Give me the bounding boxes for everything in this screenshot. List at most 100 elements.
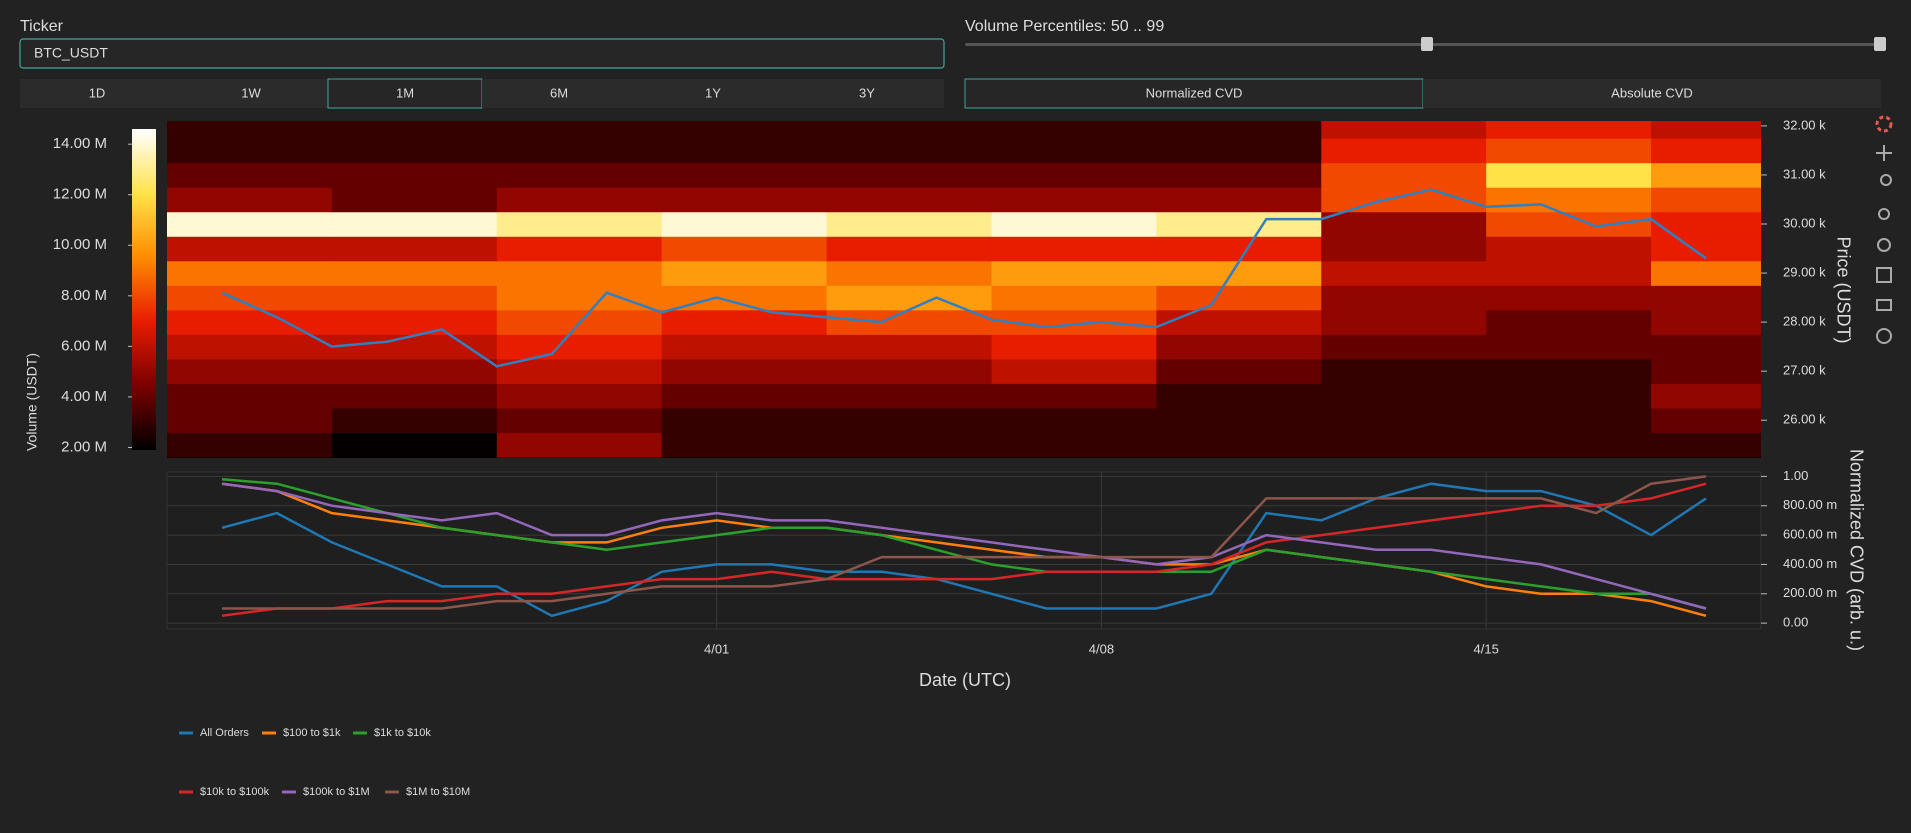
heatmap-cell [1156,407,1322,433]
heatmap-cell [496,285,663,311]
y-tick-label: 29.00 k [1783,265,1826,280]
heatmap-cell [826,432,992,458]
colorbar-tick-label: 2.00 M [61,438,107,455]
heatmap-cell [1651,309,1761,335]
heatmap-cell [661,358,828,384]
heatmap-cell [1321,121,1487,139]
range-button[interactable] [482,79,636,108]
reset-icon[interactable] [1877,238,1891,252]
heatmap-cell [496,187,663,213]
heatmap-cell [1651,187,1761,213]
heatmap-cell [826,260,992,286]
heatmap-cell [826,121,992,139]
zoom-icon[interactable] [1880,174,1892,186]
legend-label: $100 to $1k [283,727,341,739]
heatmap-cell [1321,138,1487,164]
heatmap-cell [496,260,663,286]
heatmap-cell [1156,236,1322,262]
logo-icon[interactable] [1875,115,1893,133]
heatmap-cell [331,285,498,311]
range-button-label: 1D [89,85,106,100]
heatmap-cell [1651,334,1761,360]
colorbar-tick-label: 8.00 M [61,287,107,304]
hover-icon[interactable] [1876,299,1892,311]
range-button[interactable] [20,79,174,108]
colorbar-tick-label: 12.00 M [53,186,107,203]
heatmap-cell [661,407,828,433]
heatmap-cell [991,121,1157,139]
y-axis-title: Normalized CVD (arb. u.) [1846,449,1866,651]
lasso-icon[interactable] [1878,208,1890,220]
heatmap-cell [1486,334,1652,360]
price-line [221,188,1707,368]
heatmap-cell [167,162,333,188]
heatmap-cell [167,138,333,164]
heatmap-cell [1486,309,1652,335]
heatmap-cell [1486,285,1652,311]
legend-label: $100k to $1M [303,786,370,798]
ticker-input[interactable] [19,38,945,69]
heatmap-cell [167,407,333,433]
range-button-label: 1Y [705,85,721,100]
save-icon[interactable] [1876,267,1892,283]
heatmap-cell [661,211,828,237]
heatmap-cell [1321,334,1487,360]
colorbar-tick-label: 14.00 M [53,135,107,152]
lines [221,475,1707,618]
ticker-value: BTC_USDT [34,45,108,61]
heatmap-cell [1321,407,1487,433]
cvd-line [222,475,1707,610]
slider-handle[interactable] [1421,37,1433,51]
heatmap-cell [1321,285,1487,311]
heatmap-cell [331,162,498,188]
y-tick-label: 0.00 [1783,615,1808,630]
heatmap-cell [1486,407,1652,433]
heatmap-cell [167,121,333,139]
range-button-label: 3Y [859,85,875,100]
y-tick-label: 32.00 k [1783,117,1826,132]
range-button[interactable] [636,79,790,108]
spike-icon[interactable] [1876,328,1892,344]
heatmap-cell [826,334,992,360]
slider-handle[interactable] [1874,37,1886,51]
heatmap-cell [1651,407,1761,433]
heatmap-cell [1651,162,1761,188]
legend-label: $1k to $10k [374,727,431,739]
heatmap-cell [167,187,333,213]
heatmap-cell [331,211,498,237]
heatmap-cell [826,187,992,213]
heatmap-cell [167,211,333,237]
legend-label: $10k to $100k [200,786,270,798]
modebar [1875,115,1893,344]
plot-background [166,471,1762,630]
heatmap-cell [991,260,1157,286]
cvd-mode-button[interactable] [1423,79,1881,108]
x-tick-label: 4/01 [704,641,729,656]
cvd-line [221,482,1707,610]
heatmap-cell [661,236,828,262]
heatmap-cell [167,334,333,360]
x-axis-title: Date (UTC) [919,670,1011,690]
heatmap-cell [991,236,1157,262]
y-axis-title: Price (USDT) [1833,237,1853,344]
heatmap-cell [991,358,1157,384]
heatmap-cell [1321,309,1487,335]
pan-icon[interactable] [1876,145,1892,161]
heatmap-cell [661,187,828,213]
heatmap-cell [1156,383,1322,409]
heatmap-cell [991,432,1157,458]
heatmap-cell [826,383,992,409]
x-tick-label: 4/15 [1474,641,1499,656]
legend-label: All Orders [200,727,249,739]
range-button[interactable] [174,79,328,108]
cvd-mode-label: Normalized CVD [1146,85,1243,100]
heatmap-cell [331,334,498,360]
heatmap-cell [661,162,828,188]
heatmap-cell [496,121,663,139]
heatmap-cell [496,383,663,409]
range-button[interactable] [790,79,944,108]
heatmap-cell [1651,285,1761,311]
heatmap-cell [1321,383,1487,409]
heatmap-cell [1321,432,1487,458]
heatmap-cell [1156,309,1322,335]
